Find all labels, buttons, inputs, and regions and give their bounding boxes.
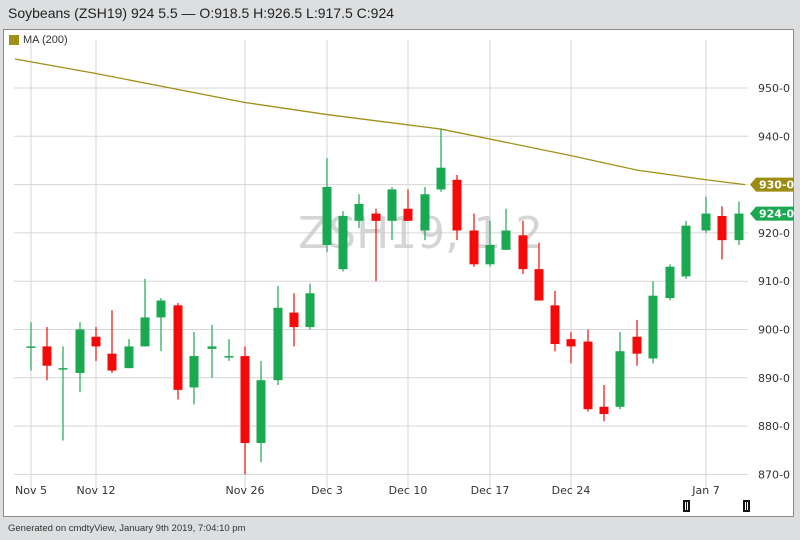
- candle[interactable]: [485, 220, 495, 267]
- x-tick-label: Dec 17: [471, 484, 510, 497]
- ma-legend-swatch-icon: [9, 35, 19, 45]
- candle[interactable]: [224, 339, 234, 361]
- candle[interactable]: [469, 213, 479, 267]
- legend-label: MA (200): [23, 34, 68, 46]
- candle[interactable]: [518, 220, 528, 274]
- candle[interactable]: [501, 208, 511, 250]
- x-tick-label: Dec 10: [389, 484, 428, 497]
- chart-title: Soybeans (ZSH19) 924 5.5 — O:918.5 H:926…: [8, 5, 395, 21]
- chart-panel[interactable]: [3, 29, 794, 517]
- candle[interactable]: [566, 331, 576, 364]
- x-tick-label: Nov 26: [226, 484, 265, 497]
- candle[interactable]: [583, 329, 593, 412]
- x-tick-label: Nov 5: [15, 484, 47, 497]
- last-price-tag: 924-0: [750, 206, 795, 221]
- candle[interactable]: [338, 211, 348, 272]
- y-tick-label: 890-0: [758, 372, 790, 385]
- candle[interactable]: [256, 360, 266, 463]
- candle[interactable]: [550, 290, 560, 352]
- candle[interactable]: [207, 324, 217, 378]
- y-axis: 870-0 880-0 890-0 900-0 910-0 920-0 940-0 950-0: [758, 82, 790, 481]
- candle[interactable]: [534, 242, 544, 301]
- candle[interactable]: [420, 187, 430, 241]
- ma-200-polyline: [14, 58, 746, 186]
- y-tick-label: 880-0: [758, 420, 790, 433]
- candle[interactable]: [436, 129, 446, 192]
- candle[interactable]: [107, 310, 117, 373]
- candle[interactable]: [273, 286, 283, 386]
- grid-lines: [14, 40, 748, 488]
- footer-generated-text: Generated on cmdtyView, January 9th 2019…: [8, 523, 246, 534]
- y-tick-label: 870-0: [758, 468, 790, 481]
- y-tick-label: 950-0: [758, 82, 790, 95]
- candle[interactable]: [734, 201, 744, 245]
- y-tick-label: 940-0: [758, 130, 790, 143]
- candle[interactable]: [124, 339, 134, 369]
- candle[interactable]: [58, 346, 68, 441]
- left-range-handle[interactable]: [683, 500, 690, 512]
- candle[interactable]: [599, 385, 609, 422]
- x-axis: Nov 5 Nov 12 Nov 26 Dec 3 Dec 10 Dec 17 Dec 24…: [15, 484, 720, 497]
- candle[interactable]: [75, 322, 85, 393]
- x-tick-label: Nov 12: [77, 484, 116, 497]
- candle[interactable]: [681, 220, 691, 279]
- candle[interactable]: [305, 283, 315, 330]
- candle[interactable]: [42, 327, 52, 381]
- candle[interactable]: [717, 206, 727, 260]
- right-range-handle[interactable]: [743, 500, 750, 512]
- candles: [26, 129, 744, 475]
- candle[interactable]: [173, 302, 183, 400]
- candle[interactable]: [648, 281, 658, 364]
- svg-text:924-0: 924-0: [759, 208, 795, 221]
- candle[interactable]: [140, 278, 150, 347]
- y-tick-label: 910-0: [758, 275, 790, 288]
- candle[interactable]: [387, 187, 397, 241]
- x-tick-label: Dec 24: [552, 484, 591, 497]
- candle[interactable]: [354, 194, 364, 229]
- candle[interactable]: [26, 322, 36, 371]
- y-tick-label: 900-0: [758, 324, 790, 337]
- candle[interactable]: [701, 196, 711, 233]
- candle[interactable]: [289, 293, 299, 347]
- x-tick-label: Dec 3: [311, 484, 343, 497]
- ma-200-line: [14, 58, 746, 186]
- candle[interactable]: [371, 208, 381, 282]
- candle[interactable]: [452, 174, 462, 241]
- candle[interactable]: [665, 264, 675, 301]
- y-tick-label: 920-0: [758, 227, 790, 240]
- candle[interactable]: [189, 331, 199, 405]
- candle[interactable]: [240, 346, 250, 475]
- price-tags: 930-0 924-0: [750, 177, 795, 221]
- candle[interactable]: [322, 158, 332, 253]
- x-tick-label: Jan 7: [691, 484, 719, 497]
- ma-value-tag: 930-0: [750, 177, 795, 192]
- legend[interactable]: MA (200): [9, 34, 68, 46]
- candle[interactable]: [615, 331, 625, 410]
- svg-text:930-0: 930-0: [759, 179, 795, 192]
- candle[interactable]: [403, 189, 413, 221]
- candle[interactable]: [632, 319, 642, 366]
- range-handles: [683, 500, 750, 512]
- candle[interactable]: [156, 298, 166, 352]
- candle[interactable]: [91, 327, 101, 361]
